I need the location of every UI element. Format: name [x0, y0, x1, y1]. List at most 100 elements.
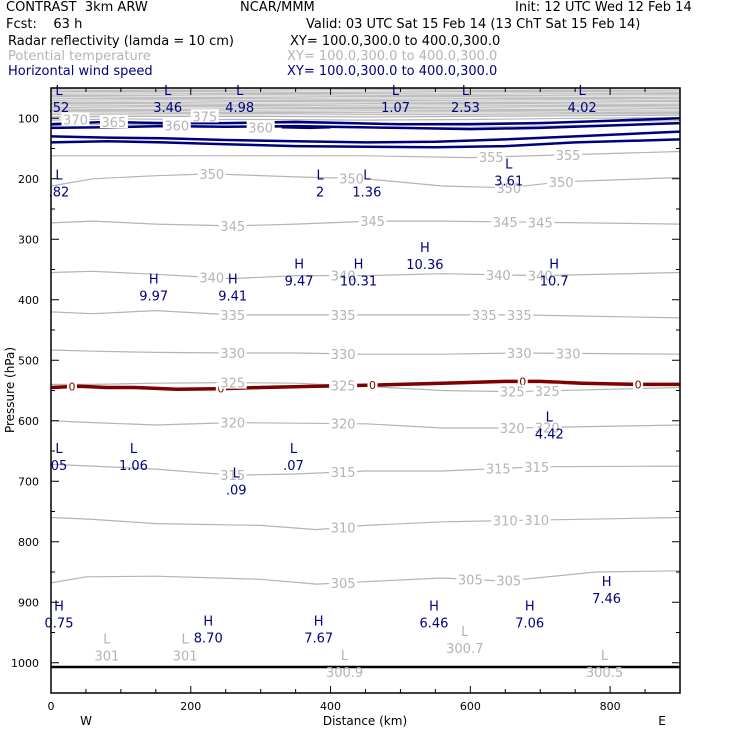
- theta-label-bg: [484, 267, 513, 281]
- y-tick-label: 600: [18, 415, 39, 428]
- reflectivity-label-bg: [517, 375, 528, 387]
- x-axis-west-label: W: [80, 714, 92, 728]
- theta-label-bg: [329, 346, 358, 360]
- theta-contour-label: 305: [331, 577, 356, 592]
- theta-contour-label: 320: [220, 417, 245, 432]
- stratosphere-contour-line: [51, 110, 680, 113]
- theta-label-bg: [491, 214, 520, 228]
- theta-contour-label: 330: [220, 347, 245, 362]
- extremum-value: 9.41: [218, 290, 247, 305]
- field-reflectivity-name: Radar reflectivity (lamda = 10 cm): [8, 34, 234, 49]
- low-marker: L: [579, 84, 587, 99]
- extremum-value: .07: [283, 459, 304, 474]
- extremum-value: 4.98: [225, 101, 254, 116]
- wind-speed-contour: [281, 125, 331, 130]
- reflectivity-contour-line: [51, 379, 680, 392]
- low-marker: L: [55, 442, 63, 457]
- y-tick-label: 500: [18, 354, 39, 367]
- low-marker: L: [601, 649, 609, 664]
- low-marker: L: [55, 84, 63, 99]
- theta-contour-label: 350: [496, 182, 521, 197]
- stratosphere-contour-line: [51, 107, 680, 111]
- theta-label-bg: [329, 464, 358, 478]
- contour-labels: 305 305 305 310 310 310 315 315 315 315 320 320 320 3…: [61, 109, 583, 592]
- organization-label: NCAR/MMM: [240, 0, 315, 15]
- extremum-value: 05: [51, 459, 68, 474]
- theta-label-bg: [197, 270, 226, 284]
- theta-label-bg: [533, 383, 562, 397]
- wind-speed-contour: [51, 138, 680, 149]
- theta-contour-label: 320: [500, 422, 525, 437]
- theta-label-bg: [494, 573, 523, 587]
- theta-label-bg: [218, 345, 247, 359]
- theta-label-bg: [494, 180, 523, 194]
- extremum-value: 300.9: [326, 666, 363, 681]
- theta-contour-label: 310: [331, 521, 356, 536]
- theta-label-bg: [190, 109, 219, 123]
- theta-contour-label: 315: [524, 461, 549, 476]
- theta-contour-label: 320: [331, 418, 356, 433]
- theta-contour-label: 370: [63, 114, 88, 129]
- theta-label-bg: [99, 115, 128, 129]
- theta-label-bg: [329, 378, 358, 392]
- low-marker: L: [316, 169, 324, 184]
- reflectivity-contour-label: 0: [217, 383, 224, 396]
- low-marker: L: [461, 625, 469, 640]
- theta-contour-label: 330: [507, 347, 532, 362]
- extremum-value: 1.07: [381, 101, 410, 116]
- x-axis-east-label: E: [658, 714, 666, 728]
- theta-contour-label: 335: [331, 309, 356, 324]
- x-tick-label: 0: [48, 700, 55, 713]
- theta-label-bg: [329, 307, 358, 321]
- theta-contour-label: 340: [199, 271, 224, 286]
- theta-label-bg: [554, 346, 583, 360]
- valid-time: Valid: 03 UTC Sat 15 Feb 14 (13 ChT Sat …: [306, 17, 641, 32]
- wind-speed-contour: [51, 130, 680, 144]
- reflectivity-label-bg: [66, 380, 77, 392]
- wind-speed-contour: [51, 121, 680, 131]
- stratosphere-contour-line: [51, 98, 680, 101]
- extremum-value: 7.67: [304, 631, 333, 646]
- x-tick-label: 600: [460, 700, 481, 713]
- wind-speed-contour: [51, 117, 680, 126]
- theta-contour-label: 345: [493, 216, 518, 231]
- x-tick-label: 800: [600, 700, 621, 713]
- theta-label-bg: [218, 375, 247, 389]
- extremum-value: 10.31: [340, 275, 377, 290]
- theta-label-bg: [505, 345, 534, 359]
- theta-contour-label: 330: [556, 347, 581, 362]
- theta-contours: [51, 114, 680, 585]
- theta-label-bg: [329, 268, 358, 282]
- field-theta-xy: XY= 100.0,300.0 to 400.0,300.0: [287, 49, 498, 64]
- theta-label-bg: [61, 112, 90, 126]
- y-tick-label: 800: [18, 536, 39, 549]
- extremum-value: 2.53: [451, 101, 480, 116]
- theta-label-bg: [218, 468, 247, 482]
- theta-contour-label: 335: [220, 309, 245, 324]
- high-marker: H: [228, 273, 238, 288]
- low-marker: L: [392, 84, 400, 99]
- theta-contour-label: 330: [331, 348, 356, 363]
- reflectivity-contour-label: 0: [68, 381, 75, 394]
- theta-contour-label: 325: [220, 377, 245, 392]
- theta-label-bg: [547, 174, 576, 188]
- theta-contour-label: 325: [500, 386, 525, 401]
- low-marker: L: [236, 84, 244, 99]
- y-tick-label: 700: [18, 475, 39, 488]
- high-marker: H: [294, 258, 304, 273]
- extremum-value: 300.5: [586, 666, 623, 681]
- theta-contour-310: [51, 516, 680, 531]
- theta-contour-label: 305: [496, 575, 521, 590]
- x-tick-label: 200: [180, 700, 201, 713]
- forecast-hour: Fcst: 63 h: [6, 17, 83, 32]
- reflectivity-contour-label: 0: [369, 379, 376, 392]
- theta-label-bg: [218, 218, 247, 232]
- extrema-markers: L .52 L 3.46 L 4.98 L 1.07 L 2.53 L 4.02 L .82 L 2 L 1.36…: [45, 84, 624, 681]
- theta-label-bg: [197, 166, 226, 180]
- wind-contours: [51, 117, 680, 149]
- x-tick-label: 400: [320, 700, 341, 713]
- extremum-value: 7.46: [592, 592, 621, 607]
- theta-contour-label: 365: [101, 116, 126, 131]
